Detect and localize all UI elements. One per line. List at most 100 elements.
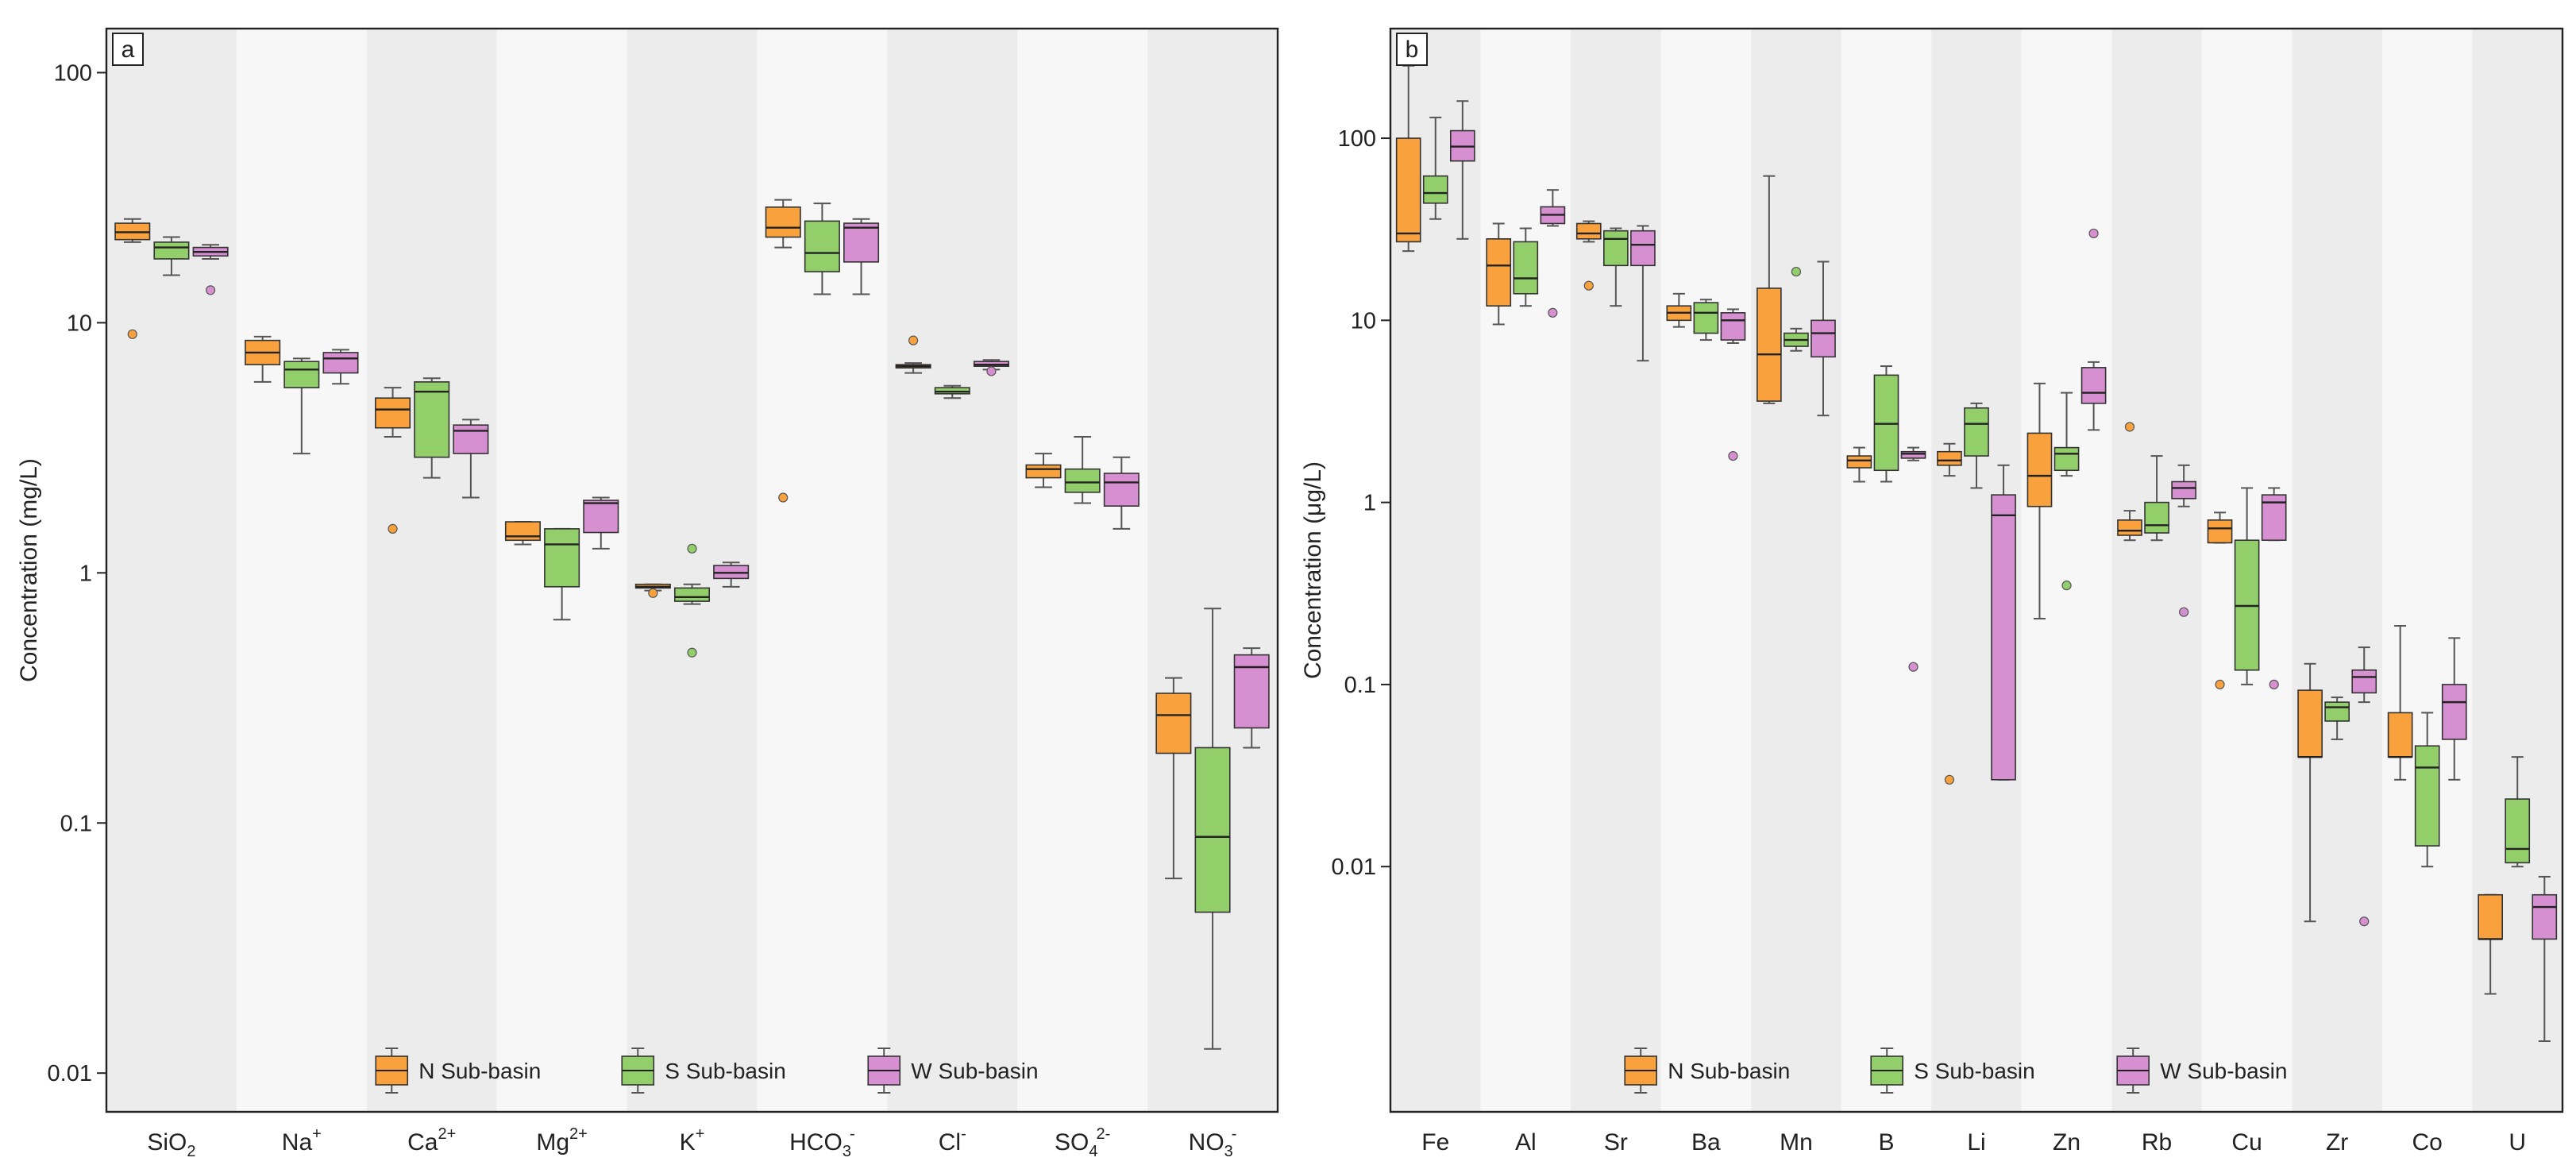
column-stripe bbox=[2111, 29, 2202, 1112]
y-tick-label: 10 bbox=[1351, 308, 1376, 334]
legend: N Sub-basin S Sub-basin W Sub-basin bbox=[1624, 1048, 2287, 1094]
legend-item: N Sub-basin bbox=[1624, 1048, 1790, 1094]
legend-label: S Sub-basin bbox=[1914, 1059, 2035, 1083]
box-12 bbox=[2532, 875, 2558, 1042]
x-tick-label: U bbox=[2509, 1129, 2526, 1156]
y-tick-label: 1 bbox=[79, 561, 92, 586]
column-stripe bbox=[2292, 29, 2382, 1112]
panel-label-box bbox=[112, 33, 144, 66]
outlier-point bbox=[206, 285, 216, 295]
column-stripe bbox=[366, 29, 497, 1112]
box-2 bbox=[453, 419, 489, 499]
outlier-point bbox=[127, 329, 137, 339]
y-axis-label: Concentration (μg/L) bbox=[1300, 461, 1326, 679]
box-0 bbox=[192, 244, 229, 295]
box-6 bbox=[973, 359, 1009, 376]
outlier-point bbox=[908, 335, 919, 345]
box-body bbox=[765, 206, 801, 238]
box-5 bbox=[1846, 446, 1872, 483]
x-tick-label: Ba bbox=[1691, 1129, 1721, 1156]
box-body bbox=[1194, 747, 1231, 913]
legend-item: S Sub-basin bbox=[621, 1048, 786, 1094]
box-12 bbox=[2505, 756, 2531, 868]
box-body bbox=[843, 222, 880, 263]
y-axis-label: Concentration (mg/L) bbox=[16, 458, 42, 682]
legend-item: S Sub-basin bbox=[1870, 1048, 2035, 1094]
box-2 bbox=[1575, 220, 1602, 291]
box-12 bbox=[2478, 893, 2504, 995]
outlier-point bbox=[1791, 266, 1802, 277]
box-body bbox=[1233, 654, 1270, 729]
series-n-sub-basin bbox=[114, 199, 1192, 880]
box-3 bbox=[504, 521, 541, 546]
box-body bbox=[504, 521, 541, 542]
outlier-point bbox=[388, 523, 398, 534]
box-body bbox=[2080, 367, 2107, 404]
column-stripe bbox=[2472, 29, 2563, 1112]
box-0 bbox=[114, 218, 151, 339]
panel-label: b bbox=[1406, 37, 1419, 63]
box-7 bbox=[2026, 382, 2053, 619]
box-1 bbox=[1513, 227, 1539, 307]
box-5 bbox=[804, 203, 840, 295]
box-body bbox=[1395, 137, 1421, 243]
box-5 bbox=[1900, 446, 1926, 672]
y-tick-label: 0.1 bbox=[60, 811, 92, 836]
box-7 bbox=[2080, 228, 2107, 431]
legend-label: W Sub-basin bbox=[2160, 1059, 2287, 1083]
box-body bbox=[1630, 230, 1656, 267]
outlier-point bbox=[2088, 228, 2099, 239]
box-body bbox=[1937, 450, 1962, 466]
box-6 bbox=[895, 335, 931, 374]
box-4 bbox=[713, 561, 750, 588]
box-3 bbox=[1666, 292, 1692, 328]
x-tick-label: Co bbox=[2412, 1129, 2443, 1156]
x-tick-label: Mn bbox=[1780, 1129, 1813, 1156]
box-10 bbox=[2324, 696, 2350, 740]
series-w-sub-basin bbox=[192, 218, 1270, 749]
box-1 bbox=[1540, 189, 1566, 318]
box-body bbox=[1064, 468, 1101, 493]
column-stripe bbox=[2021, 29, 2112, 1112]
box-body bbox=[2117, 519, 2142, 536]
y-tick-label: 100 bbox=[54, 60, 92, 86]
box-1 bbox=[322, 349, 359, 385]
box-body bbox=[1603, 230, 1629, 267]
box-1 bbox=[245, 335, 281, 383]
box-body bbox=[322, 352, 359, 374]
box-body bbox=[2053, 446, 2080, 472]
box-body bbox=[153, 241, 190, 260]
x-tick-label: NO3- bbox=[1189, 1125, 1237, 1160]
column-stripe bbox=[1017, 29, 1148, 1112]
chart-panel-a: 100 10 1 0.1 0.01 Concentration (mg/L) SiO2 Na+… bbox=[16, 27, 1279, 1160]
box-2 bbox=[375, 387, 411, 534]
box-4 bbox=[1784, 266, 1809, 352]
series-s-sub-basin bbox=[153, 203, 1231, 1050]
box-0 bbox=[1395, 64, 1421, 253]
box-1 bbox=[1486, 222, 1512, 326]
y-tick-label: 0.01 bbox=[1332, 855, 1376, 880]
box-1 bbox=[283, 357, 320, 455]
box-0 bbox=[153, 236, 190, 276]
x-tick-label: Cl- bbox=[939, 1125, 966, 1156]
outlier-point bbox=[1728, 450, 1738, 461]
box-body bbox=[1991, 494, 2016, 781]
box-5 bbox=[1873, 365, 1899, 483]
outlier-point bbox=[2124, 422, 2135, 432]
box-body bbox=[1693, 302, 1719, 334]
box-0 bbox=[1449, 100, 1475, 240]
box-2 bbox=[1603, 227, 1629, 307]
box-body bbox=[1486, 238, 1512, 307]
outlier-point bbox=[687, 543, 697, 554]
x-tick-label: Zn bbox=[2053, 1129, 2080, 1156]
chart-panel-b: 100 10 1 0.1 0.01 Concentration (μg/L) Fe Al Sr B… bbox=[1300, 27, 2564, 1156]
box-body bbox=[1513, 241, 1539, 295]
column-stripe bbox=[1660, 29, 1752, 1112]
y-tick-label: 10 bbox=[67, 311, 92, 336]
legend-label: S Sub-basin bbox=[665, 1059, 786, 1083]
box-4 bbox=[1757, 175, 1782, 404]
box-11 bbox=[2441, 637, 2467, 781]
outlier-point bbox=[687, 647, 697, 658]
column-stripe bbox=[757, 29, 888, 1112]
